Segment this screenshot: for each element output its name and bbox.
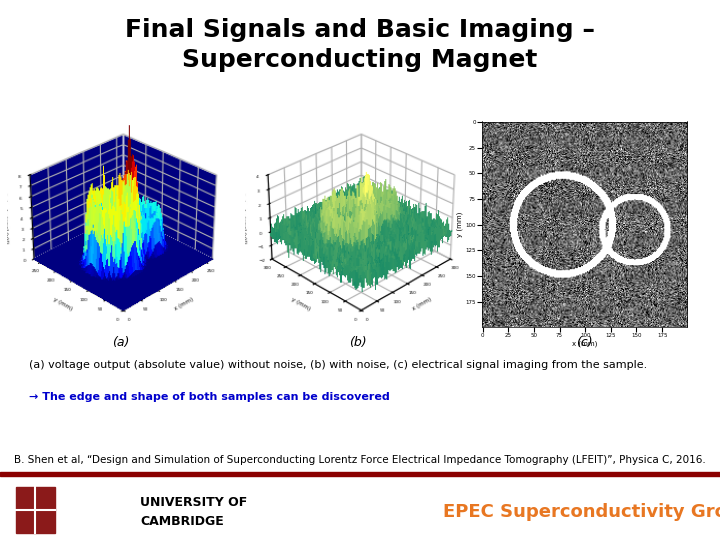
Text: (c): (c) — [576, 336, 593, 349]
Text: (a) voltage output (absolute value) without noise, (b) with noise, (c) electrica: (a) voltage output (absolute value) with… — [29, 360, 647, 369]
X-axis label: x (mm): x (mm) — [572, 341, 598, 347]
Text: B. Shen et al, “Design and Simulation of Superconducting Lorentz Force Electrica: B. Shen et al, “Design and Simulation of… — [14, 455, 706, 465]
Text: → The edge and shape of both samples can be discovered: → The edge and shape of both samples can… — [29, 392, 390, 402]
Text: EPEC Superconductivity Group: EPEC Superconductivity Group — [443, 503, 720, 521]
Text: (b): (b) — [349, 336, 366, 349]
Text: Superconducting Magnet: Superconducting Magnet — [182, 49, 538, 72]
Y-axis label: y (mm): y (mm) — [456, 212, 462, 237]
Text: UNIVERSITY OF: UNIVERSITY OF — [140, 496, 248, 509]
Bar — [0, 472, 720, 476]
Text: Final Signals and Basic Imaging –: Final Signals and Basic Imaging – — [125, 18, 595, 42]
Text: CAMBRIDGE: CAMBRIDGE — [140, 515, 224, 528]
Bar — [16, 487, 55, 533]
Text: (a): (a) — [112, 336, 130, 349]
